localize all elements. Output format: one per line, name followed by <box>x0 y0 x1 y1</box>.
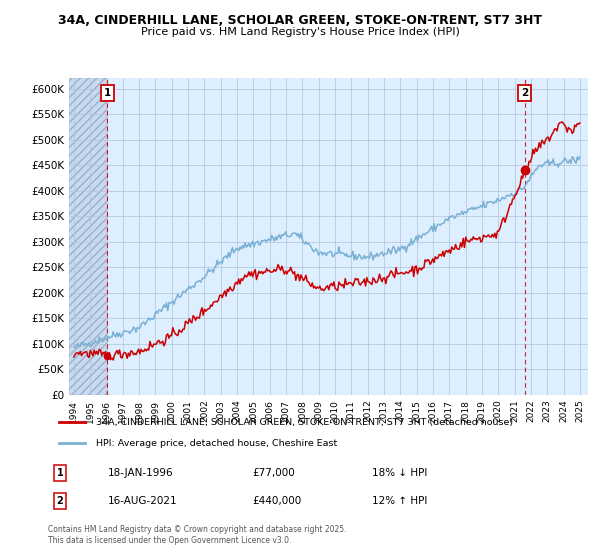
Text: £77,000: £77,000 <box>252 468 295 478</box>
Text: 2: 2 <box>56 496 64 506</box>
Text: 18% ↓ HPI: 18% ↓ HPI <box>372 468 427 478</box>
Text: Price paid vs. HM Land Registry's House Price Index (HPI): Price paid vs. HM Land Registry's House … <box>140 27 460 37</box>
Text: 34A, CINDERHILL LANE, SCHOLAR GREEN, STOKE-ON-TRENT, ST7 3HT: 34A, CINDERHILL LANE, SCHOLAR GREEN, STO… <box>58 14 542 27</box>
Text: HPI: Average price, detached house, Cheshire East: HPI: Average price, detached house, Ches… <box>95 438 337 447</box>
Text: Contains HM Land Registry data © Crown copyright and database right 2025.
This d: Contains HM Land Registry data © Crown c… <box>48 525 347 545</box>
Text: 2: 2 <box>521 87 529 97</box>
Text: 18-JAN-1996: 18-JAN-1996 <box>108 468 173 478</box>
Bar <box>69 78 107 395</box>
Text: 1: 1 <box>104 87 111 97</box>
Text: 12% ↑ HPI: 12% ↑ HPI <box>372 496 427 506</box>
Text: 1: 1 <box>56 468 64 478</box>
Text: £440,000: £440,000 <box>252 496 301 506</box>
Text: 34A, CINDERHILL LANE, SCHOLAR GREEN, STOKE-ON-TRENT, ST7 3HT (detached house): 34A, CINDERHILL LANE, SCHOLAR GREEN, STO… <box>95 418 512 427</box>
Text: 16-AUG-2021: 16-AUG-2021 <box>108 496 178 506</box>
